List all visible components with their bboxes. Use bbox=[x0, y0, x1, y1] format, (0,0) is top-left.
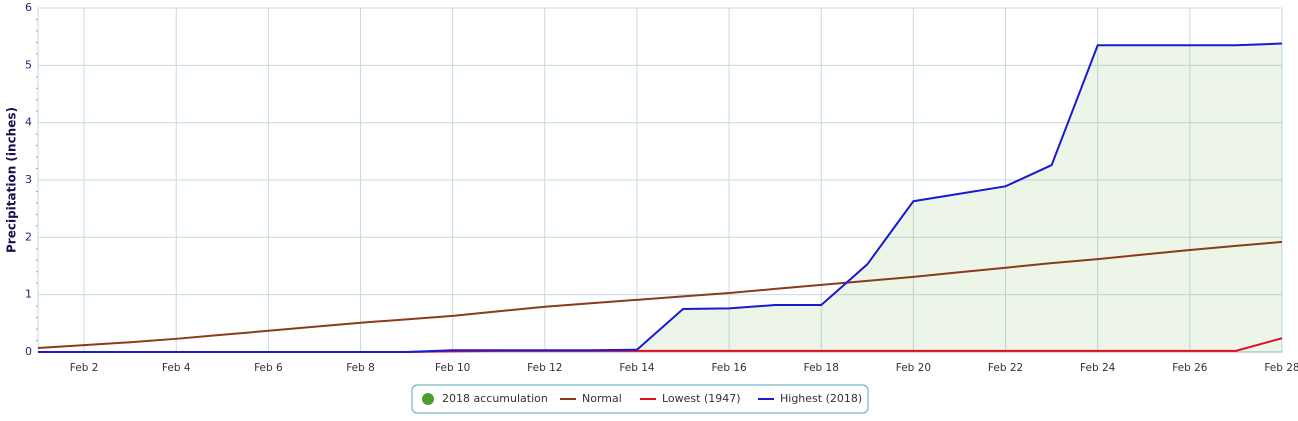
y-tick-label: 3 bbox=[25, 173, 32, 186]
x-tick-label: Feb 20 bbox=[896, 362, 931, 374]
x-tick-label: Feb 4 bbox=[162, 362, 191, 374]
area bbox=[38, 43, 1282, 353]
y-axis-label: Precipitation (inches) bbox=[5, 107, 19, 253]
x-tick-label: Feb 26 bbox=[1172, 362, 1208, 374]
x-tick-label: Feb 12 bbox=[527, 362, 562, 374]
x-tick-label: Feb 18 bbox=[804, 362, 839, 374]
x-tick-label: Feb 2 bbox=[70, 362, 99, 374]
x-tick-label: Feb 28 bbox=[1264, 362, 1298, 374]
legend-label: Highest (2018) bbox=[780, 392, 862, 405]
legend-marker bbox=[422, 393, 434, 405]
y-tick-label: 2 bbox=[25, 230, 32, 243]
y-tick-label: 6 bbox=[25, 1, 32, 14]
y-tick-label: 4 bbox=[25, 116, 32, 129]
legend-label: Lowest (1947) bbox=[662, 392, 741, 405]
legend-label: Normal bbox=[582, 392, 622, 405]
y-tick-label: 0 bbox=[25, 345, 32, 358]
x-tick-label: Feb 8 bbox=[346, 362, 375, 374]
y-tick-label: 5 bbox=[25, 58, 32, 71]
x-tick-label: Feb 10 bbox=[435, 362, 470, 374]
x-tick-label: Feb 16 bbox=[711, 362, 747, 374]
y-tick-label: 1 bbox=[25, 288, 32, 301]
x-tick-label: Feb 24 bbox=[1080, 362, 1116, 374]
line bbox=[38, 42, 1283, 353]
x-tick-label: Feb 14 bbox=[619, 362, 655, 374]
line bbox=[37, 240, 1283, 349]
x-tick-label: Feb 22 bbox=[988, 362, 1023, 374]
legend-label: 2018 accumulation bbox=[442, 392, 548, 405]
x-tick-label: Feb 6 bbox=[254, 362, 283, 374]
